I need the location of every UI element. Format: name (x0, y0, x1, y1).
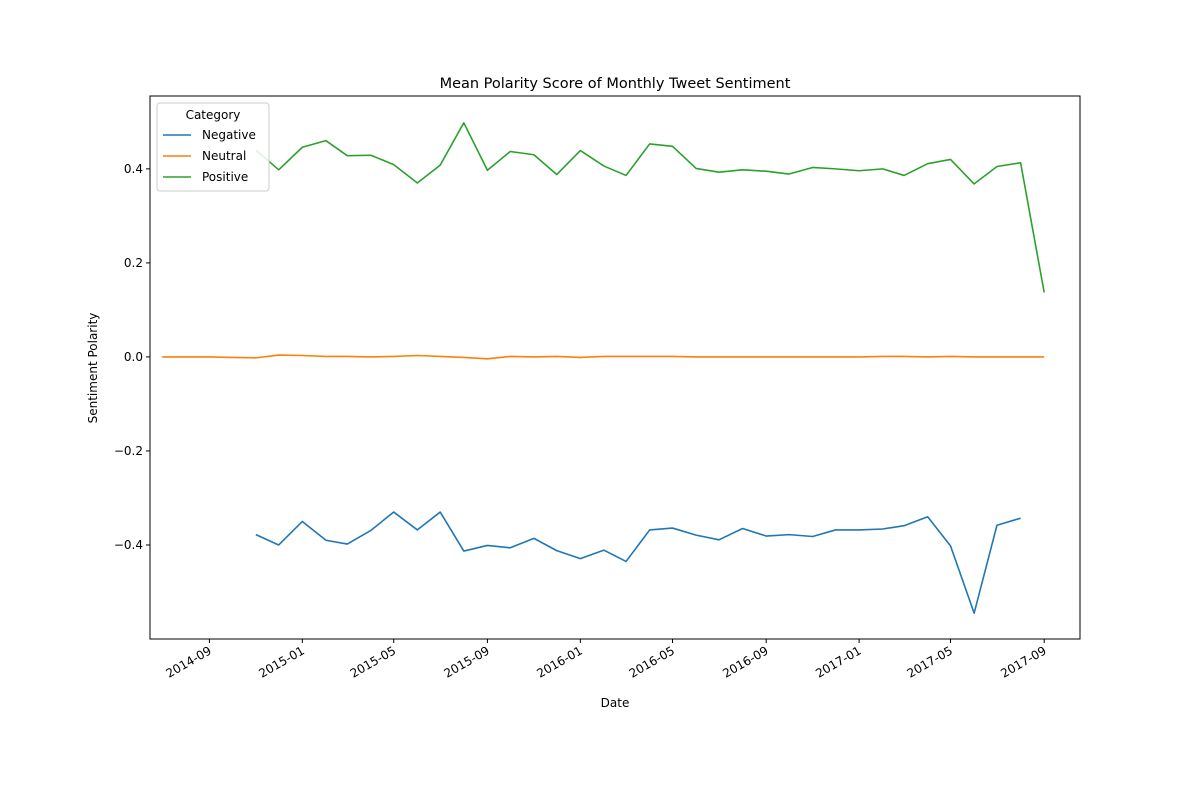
x-tick-label: 2015-01 (256, 643, 306, 680)
x-tick-label: 2016-05 (627, 643, 677, 680)
y-tick-label: 0.4 (124, 162, 143, 176)
y-tick-label: −0.2 (114, 444, 143, 458)
x-tick-label: 2014-09 (163, 643, 213, 680)
plot-area (162, 122, 1045, 614)
y-tick-label: 0.0 (124, 350, 143, 364)
x-tick-label: 2017-09 (998, 643, 1048, 680)
x-tick-label: 2017-05 (905, 643, 955, 680)
x-tick-label: 2016-01 (534, 643, 584, 680)
x-tick-label: 2015-09 (441, 643, 491, 680)
legend-title: Category (186, 108, 241, 122)
plot-frame (149, 95, 1081, 640)
x-tick-label: 2017-01 (813, 643, 863, 680)
legend: Category Negative Neutral Positive (156, 102, 270, 192)
legend-label-neutral: Neutral (202, 149, 246, 163)
chart-title: Mean Polarity Score of Monthly Tweet Sen… (440, 76, 791, 92)
series-line-neutral (162, 354, 1045, 360)
series-line-positive (255, 122, 1045, 293)
y-axis-title: Sentiment Polarity (86, 313, 100, 424)
x-tick-label: 2016-09 (720, 643, 770, 680)
series-line-negative (255, 511, 1021, 614)
y-tick-label: −0.4 (114, 538, 143, 552)
x-axis-title: Date (601, 696, 630, 710)
legend-box (156, 102, 270, 192)
legend-label-negative: Negative (202, 128, 256, 142)
x-axis: 2014-09 2015-01 2015-05 2015-09 2016-01 2016-… (163, 639, 1049, 681)
legend-label-positive: Positive (202, 170, 248, 184)
y-axis: −0.4 −0.2 0.0 0.2 0.4 (114, 162, 150, 552)
x-tick-label: 2015-05 (348, 643, 398, 680)
y-tick-label: 0.2 (124, 256, 143, 270)
